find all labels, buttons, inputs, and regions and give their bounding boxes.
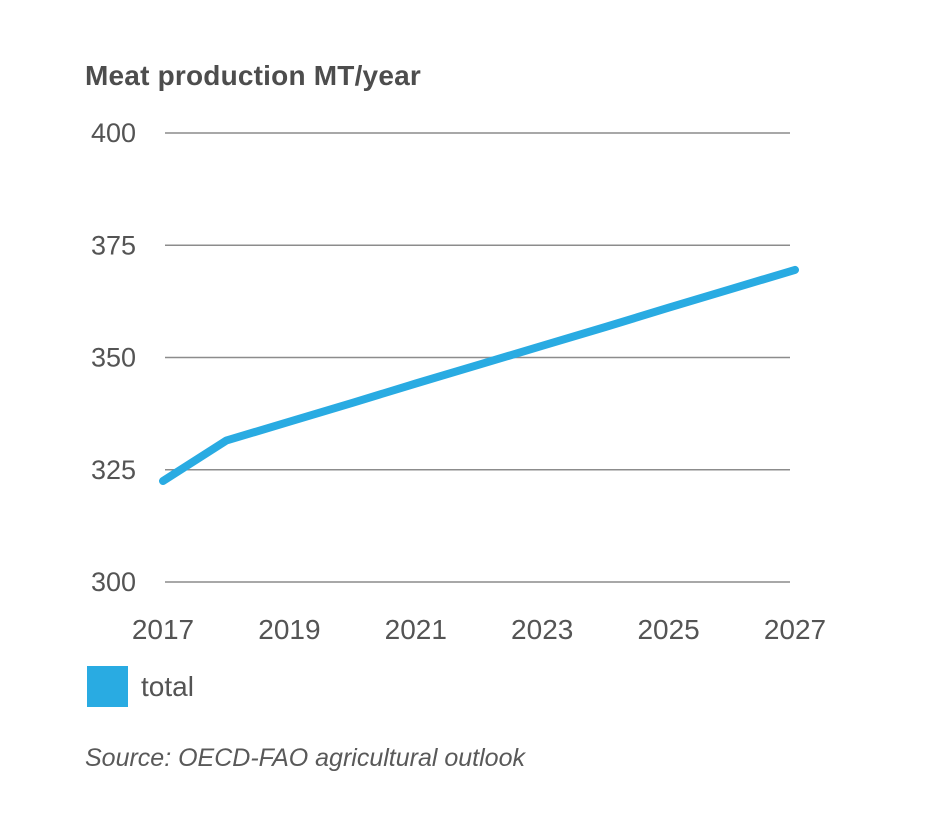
series-line-total bbox=[159, 265, 799, 485]
source-note: Source: OECD-FAO agricultural outlook bbox=[85, 744, 525, 772]
ytick-label-300: 300 bbox=[91, 567, 136, 597]
ytick-label-400: 400 bbox=[91, 118, 136, 148]
legend-label-total: total bbox=[141, 670, 194, 702]
xtick-label-2021: 2021 bbox=[385, 614, 447, 645]
ytick-label-325: 325 bbox=[91, 455, 136, 485]
chart-title: Meat production MT/year bbox=[85, 60, 421, 91]
line-chart-svg: 300 325 350 375 400 2017 2019 2021 2023 2025 2027 bbox=[91, 118, 826, 645]
xtick-label-2023: 2023 bbox=[511, 614, 573, 645]
xtick-label-2017: 2017 bbox=[132, 614, 194, 645]
xtick-label-2019: 2019 bbox=[258, 614, 320, 645]
legend-swatch-total bbox=[87, 666, 128, 707]
ytick-label-350: 350 bbox=[91, 343, 136, 373]
ytick-label-375: 375 bbox=[91, 230, 136, 260]
xtick-label-2027: 2027 bbox=[764, 614, 826, 645]
legend: total bbox=[87, 666, 194, 707]
xtick-label-2025: 2025 bbox=[637, 614, 699, 645]
